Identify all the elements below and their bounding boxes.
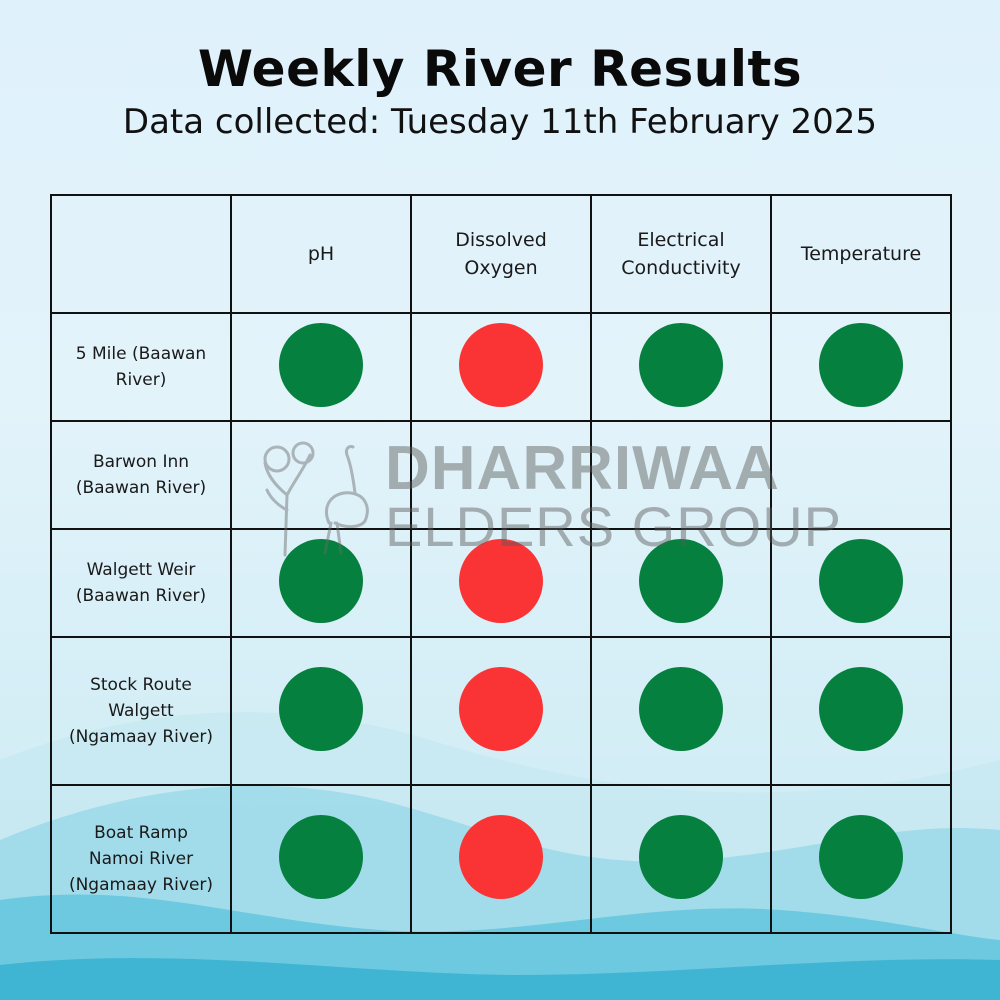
site-label: Stock Route Walgett (Ngamaay River) <box>50 636 232 786</box>
result-cell <box>410 784 592 934</box>
table-row: Boat Ramp Namoi River (Ngamaay River) <box>50 784 952 934</box>
table-row: Walgett Weir (Baawan River) <box>50 528 952 638</box>
status-circle-icon <box>459 539 543 623</box>
column-header-dissolved-oxygen: Dissolved Oxygen <box>410 194 592 314</box>
result-cell <box>590 420 772 530</box>
result-cell <box>410 636 592 786</box>
result-cell <box>590 784 772 934</box>
site-label: Walgett Weir (Baawan River) <box>50 528 232 638</box>
status-circle-icon <box>459 815 543 899</box>
result-cell <box>230 636 412 786</box>
result-cell <box>230 312 412 422</box>
page-title: Weekly River Results <box>197 40 803 98</box>
site-label: Boat Ramp Namoi River (Ngamaay River) <box>50 784 232 934</box>
status-circle-icon <box>279 815 363 899</box>
results-table: pH Dissolved Oxygen Electrical Conductiv… <box>50 194 952 934</box>
status-circle-icon <box>279 323 363 407</box>
result-cell <box>770 784 952 934</box>
column-header-electrical-conductivity: Electrical Conductivity <box>590 194 772 314</box>
result-cell <box>770 636 952 786</box>
table-row: 5 Mile (Baawan River) <box>50 312 952 422</box>
status-circle-icon <box>819 667 903 751</box>
status-circle-icon <box>819 539 903 623</box>
status-circle-icon <box>819 815 903 899</box>
status-circle-icon <box>459 667 543 751</box>
result-cell <box>590 312 772 422</box>
corner-cell <box>50 194 232 314</box>
result-cell <box>230 784 412 934</box>
site-label: Barwon Inn (Baawan River) <box>50 420 232 530</box>
result-cell <box>230 420 412 530</box>
result-cell <box>770 420 952 530</box>
result-cell <box>410 312 592 422</box>
result-cell <box>230 528 412 638</box>
page-subtitle: Data collected: Tuesday 11th February 20… <box>122 102 878 142</box>
header-row: pH Dissolved Oxygen Electrical Conductiv… <box>50 194 952 314</box>
status-circle-icon <box>819 323 903 407</box>
table-row: Stock Route Walgett (Ngamaay River) <box>50 636 952 786</box>
table-row: Barwon Inn (Baawan River) <box>50 420 952 530</box>
result-cell <box>410 420 592 530</box>
status-circle-icon <box>459 323 543 407</box>
status-circle-icon <box>639 539 723 623</box>
header: Weekly River Results Data collected: Tue… <box>0 38 1000 144</box>
result-cell <box>590 528 772 638</box>
status-circle-icon <box>639 323 723 407</box>
column-header-ph: pH <box>230 194 412 314</box>
result-cell <box>770 312 952 422</box>
status-circle-icon <box>279 539 363 623</box>
status-circle-icon <box>639 667 723 751</box>
site-label: 5 Mile (Baawan River) <box>50 312 232 422</box>
status-circle-icon <box>279 667 363 751</box>
status-circle-icon <box>639 815 723 899</box>
result-cell <box>410 528 592 638</box>
result-cell <box>770 528 952 638</box>
column-header-temperature: Temperature <box>770 194 952 314</box>
result-cell <box>590 636 772 786</box>
